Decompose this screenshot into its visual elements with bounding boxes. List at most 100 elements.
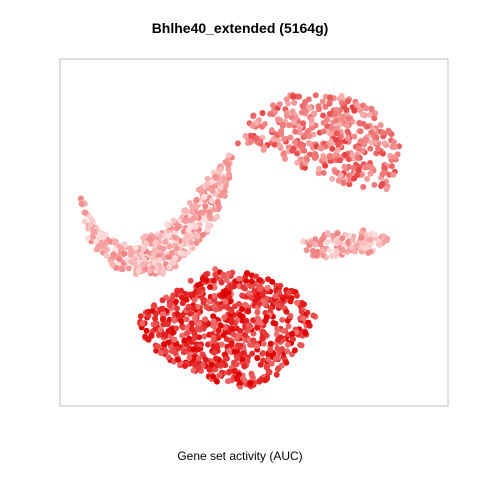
data-point [256, 300, 263, 307]
data-point [265, 356, 272, 363]
data-point [212, 173, 219, 180]
data-point [364, 176, 371, 182]
data-point [269, 278, 276, 285]
data-point [139, 320, 146, 327]
data-point [308, 116, 315, 123]
data-point [270, 102, 277, 109]
data-point [236, 275, 243, 282]
data-point [157, 326, 164, 333]
data-point [321, 155, 328, 162]
data-point [333, 130, 340, 137]
data-point [280, 327, 287, 334]
data-point [381, 165, 388, 172]
data-point [181, 207, 188, 214]
data-point [360, 184, 367, 190]
data-point [332, 111, 339, 118]
data-point [367, 111, 374, 118]
data-point [254, 355, 261, 361]
data-point [248, 138, 254, 145]
data-point [368, 164, 375, 171]
data-point [264, 375, 270, 382]
data-point [320, 112, 327, 119]
data-point [241, 363, 248, 370]
data-point [145, 336, 152, 343]
data-point [259, 110, 266, 116]
data-point [218, 303, 225, 310]
data-point [189, 233, 196, 239]
data-point [351, 248, 358, 255]
data-point [190, 367, 197, 374]
data-point [195, 346, 202, 353]
data-point [239, 356, 246, 363]
data-point [284, 348, 291, 355]
data-point [112, 246, 119, 253]
data-point [243, 356, 250, 363]
data-point [254, 343, 261, 349]
data-point [201, 193, 208, 200]
data-point [351, 175, 357, 182]
data-point [218, 341, 225, 348]
data-point [267, 110, 274, 117]
data-point [261, 144, 268, 151]
data-point [213, 355, 219, 362]
data-point [215, 200, 221, 207]
data-point [222, 324, 229, 331]
data-point [143, 240, 150, 247]
data-point [171, 317, 178, 324]
data-point [143, 327, 150, 334]
data-point [146, 236, 153, 243]
data-point [288, 114, 295, 121]
data-point [335, 141, 342, 148]
data-point [226, 172, 233, 178]
data-point [351, 133, 358, 140]
data-point [350, 165, 357, 171]
data-point [179, 294, 186, 301]
data-point [285, 323, 292, 330]
data-point [82, 209, 89, 216]
data-point [268, 127, 275, 134]
data-point [216, 372, 223, 379]
data-point [235, 300, 242, 307]
data-point [196, 334, 203, 341]
data-point [359, 111, 366, 118]
data-point [225, 166, 232, 173]
data-point [376, 241, 383, 248]
data-point [339, 235, 346, 242]
data-point [152, 240, 159, 247]
data-point [211, 206, 218, 213]
data-point [206, 212, 213, 219]
data-point [357, 107, 363, 114]
data-point [383, 237, 390, 244]
data-point [271, 109, 278, 116]
data-point [218, 279, 225, 286]
data-point [270, 136, 277, 143]
data-point [300, 120, 307, 127]
data-point [237, 328, 244, 334]
data-point [119, 266, 126, 273]
data-point [152, 320, 159, 327]
data-point [286, 122, 293, 129]
data-point [280, 122, 286, 129]
data-point [322, 103, 329, 110]
data-point [173, 225, 180, 232]
data-point [371, 115, 378, 122]
data-point [199, 275, 206, 282]
data-point [291, 99, 298, 106]
data-point [182, 363, 188, 369]
data-point [184, 330, 190, 337]
chart-title: Bhlhe40_extended (5164g) [151, 20, 329, 36]
data-point [225, 378, 231, 385]
data-point [155, 343, 162, 350]
data-point [258, 320, 265, 327]
data-point [103, 252, 110, 259]
data-point [185, 303, 192, 310]
data-point [312, 92, 319, 99]
data-point [354, 154, 361, 161]
data-point [289, 147, 296, 154]
data-point [308, 239, 315, 246]
data-point [263, 295, 270, 302]
data-point [329, 253, 336, 259]
data-point [217, 322, 224, 329]
data-point [276, 101, 283, 108]
data-point [335, 177, 342, 184]
